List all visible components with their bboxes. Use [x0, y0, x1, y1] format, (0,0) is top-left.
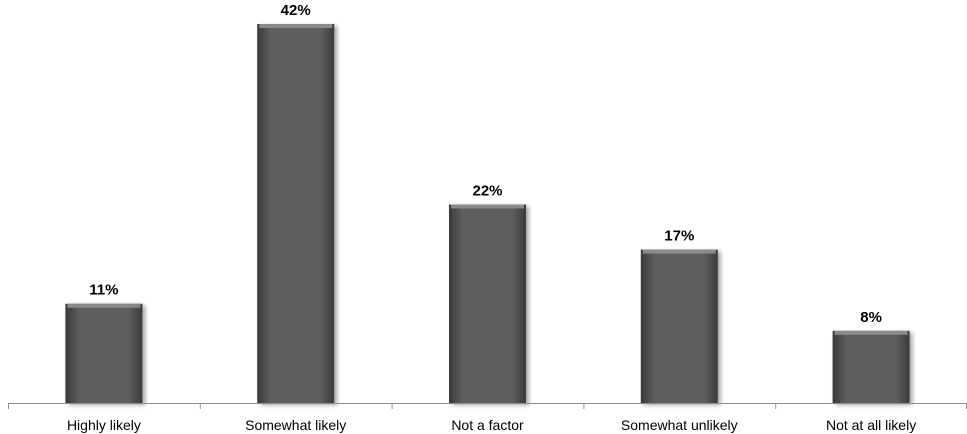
- data-label-somewhat-likely: 42%: [281, 2, 311, 19]
- data-label-somewhat-unlikely: 17%: [664, 228, 694, 245]
- x-tick-label-not-at-all-likely: Not at all likely: [826, 417, 916, 433]
- bar-somewhat-likely: [257, 24, 335, 403]
- x-tick-label-somewhat-unlikely: Somewhat unlikely: [621, 417, 738, 433]
- data-label-not-a-factor: 22%: [472, 182, 502, 199]
- bar-not-at-all-likely: [832, 330, 910, 403]
- bars: [65, 24, 910, 403]
- x-tick-label-not-a-factor: Not a factor: [451, 417, 524, 433]
- x-axis: Highly likely Somewhat likely Not a factor…: [8, 403, 967, 433]
- bar-not-a-factor: [449, 204, 526, 403]
- bar-somewhat-unlikely: [640, 249, 718, 403]
- data-labels: 11% 42% 22% 17% 8%: [89, 2, 882, 326]
- x-tick-label-highly-likely: Highly likely: [67, 417, 141, 433]
- data-label-not-at-all-likely: 8%: [860, 309, 882, 326]
- data-label-highly-likely: 11%: [89, 282, 118, 299]
- bar-highly-likely: [65, 303, 143, 403]
- x-tick-label-somewhat-likely: Somewhat likely: [245, 417, 346, 433]
